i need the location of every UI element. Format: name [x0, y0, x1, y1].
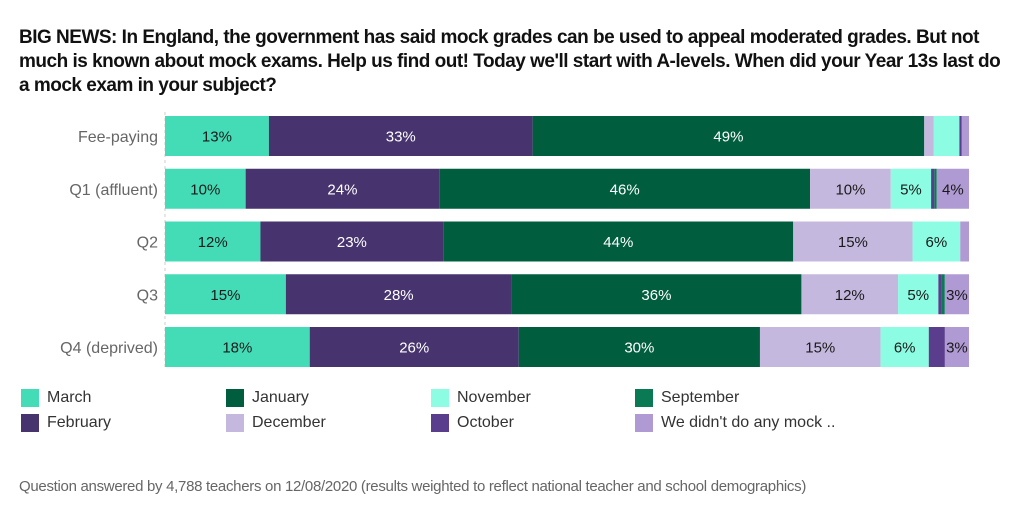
bar-segment[interactable]	[934, 168, 937, 209]
legend-swatch	[21, 389, 39, 407]
chart-title: BIG NEWS: In England, the government has…	[19, 27, 1001, 96]
legend-swatch	[431, 389, 449, 407]
data-label: 24%	[327, 181, 357, 198]
bar-segment[interactable]	[165, 274, 286, 315]
bar-segment[interactable]	[931, 168, 935, 209]
bar-segment[interactable]	[938, 274, 942, 315]
legend-label: October	[457, 414, 514, 431]
data-label: 30%	[624, 340, 654, 357]
legend-item[interactable]: October	[431, 413, 514, 433]
stacked-bar-chart: Fee-paying Q1 (affluent) Q2 Q3 Q4 (deprived)…	[60, 112, 969, 370]
bar-segment[interactable]	[165, 116, 269, 156]
legend-item[interactable]: November	[431, 388, 531, 408]
data-label: 4%	[942, 181, 964, 198]
legend-item[interactable]: December	[226, 413, 326, 433]
footer-note: Question answered by 4,788 teachers on 1…	[19, 478, 807, 495]
category-label: Q4 (deprived)	[60, 340, 158, 357]
bar-segment[interactable]	[518, 327, 760, 367]
data-label: 6%	[894, 340, 916, 357]
bar-segment[interactable]	[924, 116, 934, 156]
data-label: 44%	[603, 234, 633, 251]
legend-label: November	[457, 389, 531, 406]
bar-segment[interactable]	[801, 274, 899, 315]
legend-item[interactable]: We didn't do any mock ..	[635, 413, 835, 433]
bar-segment[interactable]	[944, 274, 969, 315]
legend-swatch	[21, 414, 39, 432]
data-label: 15%	[210, 287, 240, 304]
legend: March February January December November Octo…	[21, 388, 921, 438]
bar-segment[interactable]	[443, 221, 794, 262]
data-label: 49%	[713, 129, 743, 146]
bar-segment[interactable]	[936, 168, 969, 209]
category-label: Q2	[137, 235, 158, 252]
category-label: Q3	[137, 287, 158, 304]
bar-segment[interactable]	[941, 274, 945, 315]
data-label: 10%	[190, 181, 220, 198]
legend-label: January	[252, 389, 309, 406]
data-label: 3%	[946, 340, 968, 357]
bar-segment[interactable]	[810, 168, 891, 209]
data-label: 12%	[835, 287, 865, 304]
legend-label: September	[661, 389, 740, 406]
data-label: 46%	[610, 181, 640, 198]
legend-item[interactable]: January	[226, 388, 309, 408]
legend-swatch	[431, 414, 449, 432]
bar-segment[interactable]	[961, 116, 969, 156]
legend-label: We didn't do any mock ..	[661, 414, 836, 431]
data-label: 10%	[835, 181, 865, 198]
bar-segment[interactable]	[944, 327, 969, 367]
bar-segment[interactable]	[898, 274, 939, 315]
data-label: 3%	[946, 287, 968, 304]
category-label: Fee-paying	[78, 129, 158, 146]
bar-segment[interactable]	[165, 221, 261, 262]
category-label: Q1 (affluent)	[69, 182, 158, 199]
legend-item[interactable]: February	[21, 413, 111, 433]
data-label: 6%	[926, 234, 948, 251]
bar-segment[interactable]	[268, 116, 533, 156]
bar-segment[interactable]	[165, 168, 246, 209]
data-label: 33%	[386, 129, 416, 146]
data-label: 5%	[900, 181, 922, 198]
data-label: 28%	[384, 287, 414, 304]
bar-segment[interactable]	[959, 116, 962, 156]
bar-segment[interactable]	[439, 168, 811, 209]
legend-label: December	[252, 414, 326, 431]
legend-item[interactable]: March	[21, 388, 91, 408]
category-labels: Fee-paying Q1 (affluent) Q2 Q3 Q4 (deprived)	[60, 129, 158, 357]
bar-segment[interactable]	[532, 116, 925, 156]
data-label: 5%	[907, 287, 929, 304]
bar-segment[interactable]	[285, 274, 512, 315]
bar-segment[interactable]	[793, 221, 913, 262]
bar-segment[interactable]	[260, 221, 444, 262]
data-label: 23%	[337, 234, 367, 251]
legend-label: March	[47, 389, 92, 406]
bar-segment[interactable]	[309, 327, 519, 367]
bar-segment[interactable]	[890, 168, 932, 209]
legend-swatch	[226, 389, 244, 407]
bars: 13% 33% 49% 10% 24% 46% 10% 5% 4% 12% 23% 44% 15% 6% 1…	[165, 116, 969, 367]
data-label: 12%	[198, 234, 228, 251]
bar-segment[interactable]	[960, 221, 969, 262]
bar-segment[interactable]	[928, 327, 945, 367]
data-label: 15%	[805, 340, 835, 357]
data-label: 18%	[222, 340, 252, 357]
legend-item[interactable]: September	[635, 388, 739, 408]
bar-segment[interactable]	[165, 327, 310, 367]
data-label: 15%	[838, 234, 868, 251]
bar-segment[interactable]	[912, 221, 961, 262]
bar-segment[interactable]	[245, 168, 440, 209]
legend-swatch	[226, 414, 244, 432]
bar-segment[interactable]	[933, 116, 960, 156]
data-label: 13%	[202, 129, 232, 146]
data-label: 36%	[641, 287, 671, 304]
legend-swatch	[635, 389, 653, 407]
bar-segment[interactable]	[511, 274, 802, 315]
bar-segment[interactable]	[880, 327, 929, 367]
bar-segment[interactable]	[759, 327, 881, 367]
legend-swatch	[635, 414, 653, 432]
legend-label: February	[47, 414, 112, 431]
data-label: 26%	[399, 340, 429, 357]
